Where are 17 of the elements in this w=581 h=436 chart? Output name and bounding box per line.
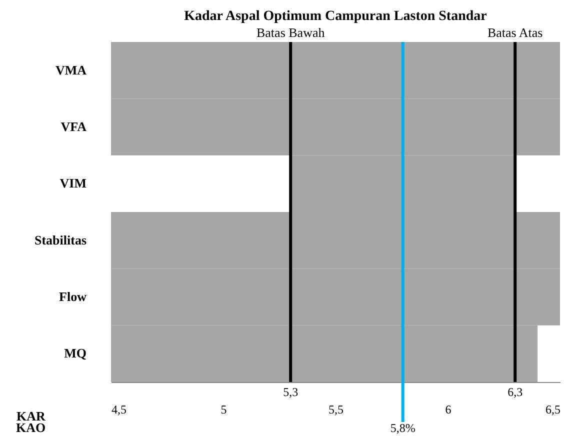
x-tick-label: 5,5 bbox=[328, 402, 344, 416]
x-tick-label: 6 bbox=[445, 402, 452, 416]
y-tick-label: Flow bbox=[59, 289, 88, 304]
ref-line-label: 6,3 bbox=[508, 385, 523, 399]
chart-title: Kadar Aspal Optimum Campuran Laston Standar bbox=[184, 9, 487, 24]
y-tick-label: MQ bbox=[64, 346, 86, 361]
x-tick-label: 6,5 bbox=[546, 402, 560, 416]
x-tick-label: 4,5 bbox=[112, 402, 126, 416]
text: Batas Bawah bbox=[256, 25, 326, 40]
ref-line-label: 5,8% bbox=[390, 421, 416, 435]
ref-line-label: 5,3 bbox=[283, 385, 298, 399]
x-tick-label: 5 bbox=[220, 402, 227, 416]
text: Batas Atas bbox=[487, 25, 543, 40]
y-tick-label: VFA bbox=[60, 119, 88, 134]
y-tick-label: Stabilitas bbox=[34, 232, 86, 248]
y-tick-label: VIM bbox=[60, 176, 86, 191]
y-tick-label: VMA bbox=[55, 62, 88, 78]
